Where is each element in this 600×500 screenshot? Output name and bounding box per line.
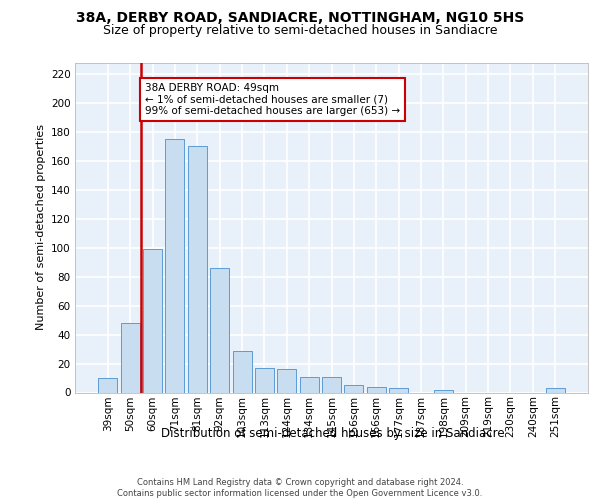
Bar [389, 388, 408, 392]
Bar [166, 139, 184, 392]
Bar [98, 378, 118, 392]
Text: 38A, DERBY ROAD, SANDIACRE, NOTTINGHAM, NG10 5HS: 38A, DERBY ROAD, SANDIACRE, NOTTINGHAM, … [76, 11, 524, 25]
Text: Contains HM Land Registry data © Crown copyright and database right 2024.
Contai: Contains HM Land Registry data © Crown c… [118, 478, 482, 498]
Bar [299, 376, 319, 392]
Y-axis label: Number of semi-detached properties: Number of semi-detached properties [35, 124, 46, 330]
Bar [188, 146, 207, 392]
Bar [255, 368, 274, 392]
Bar [344, 386, 364, 392]
Bar [233, 350, 251, 393]
Bar [545, 388, 565, 392]
Text: Distribution of semi-detached houses by size in Sandiacre: Distribution of semi-detached houses by … [161, 428, 505, 440]
Bar [434, 390, 453, 392]
Bar [277, 370, 296, 392]
Bar [322, 376, 341, 392]
Bar [143, 249, 162, 392]
Bar [210, 268, 229, 392]
Bar [367, 386, 386, 392]
Text: Size of property relative to semi-detached houses in Sandiacre: Size of property relative to semi-detach… [103, 24, 497, 37]
Text: 38A DERBY ROAD: 49sqm
← 1% of semi-detached houses are smaller (7)
99% of semi-d: 38A DERBY ROAD: 49sqm ← 1% of semi-detac… [145, 83, 400, 116]
Bar [121, 323, 140, 392]
